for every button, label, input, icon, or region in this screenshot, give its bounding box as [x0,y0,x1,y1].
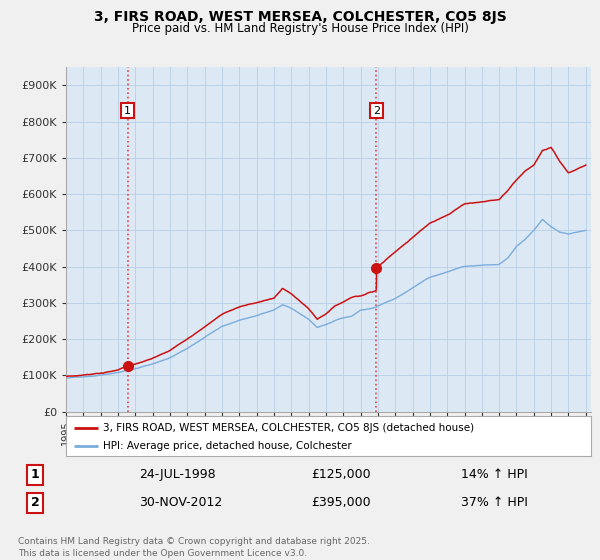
Text: Contains HM Land Registry data © Crown copyright and database right 2025.
This d: Contains HM Land Registry data © Crown c… [18,537,370,558]
Text: Price paid vs. HM Land Registry's House Price Index (HPI): Price paid vs. HM Land Registry's House … [131,22,469,35]
Text: HPI: Average price, detached house, Colchester: HPI: Average price, detached house, Colc… [103,441,352,451]
Text: 1: 1 [31,468,40,482]
Text: 2: 2 [373,106,380,116]
Text: £395,000: £395,000 [311,496,371,510]
Text: 1: 1 [124,106,131,116]
Text: 2: 2 [31,496,40,510]
Text: £125,000: £125,000 [311,468,371,482]
Text: 37% ↑ HPI: 37% ↑ HPI [461,496,528,510]
Text: 14% ↑ HPI: 14% ↑ HPI [461,468,528,482]
Text: 3, FIRS ROAD, WEST MERSEA, COLCHESTER, CO5 8JS: 3, FIRS ROAD, WEST MERSEA, COLCHESTER, C… [94,10,506,24]
Text: 30-NOV-2012: 30-NOV-2012 [139,496,222,510]
Text: 3, FIRS ROAD, WEST MERSEA, COLCHESTER, CO5 8JS (detached house): 3, FIRS ROAD, WEST MERSEA, COLCHESTER, C… [103,423,474,433]
Text: 24-JUL-1998: 24-JUL-1998 [139,468,215,482]
